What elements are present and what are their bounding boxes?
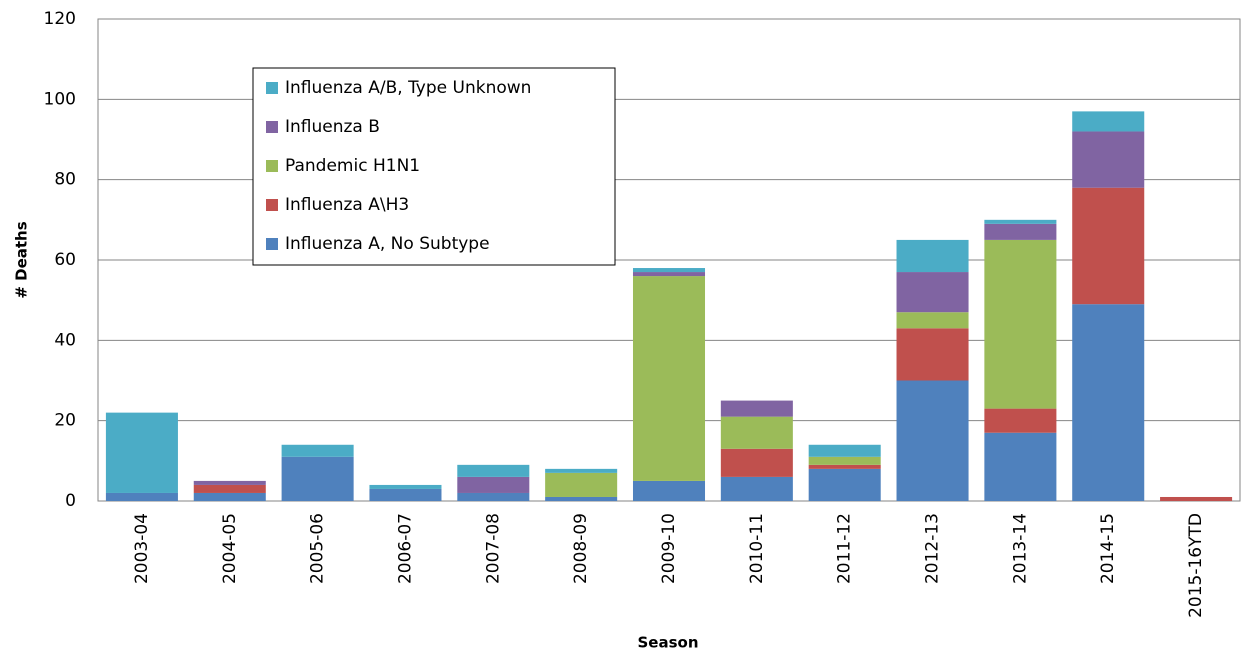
bar-segment <box>632 480 706 501</box>
bar-segment <box>720 400 793 417</box>
y-tick-label: 120 <box>44 9 76 29</box>
x-axis-title: Season <box>637 634 698 652</box>
bar-segment <box>720 448 793 477</box>
y-tick-label: 60 <box>54 250 76 270</box>
x-tick-label: 2014-15 <box>1098 513 1118 584</box>
y-tick-label: 20 <box>54 411 76 431</box>
bar-segment <box>545 468 618 473</box>
bar-segment <box>720 476 793 501</box>
x-tick-label: 2008-09 <box>571 513 591 584</box>
bar-segment <box>720 416 793 449</box>
bar-segment <box>281 456 354 501</box>
legend-label: Influenza A\H3 <box>285 195 409 215</box>
legend-swatch <box>266 199 278 211</box>
bar-segment <box>545 472 618 497</box>
bar-segment <box>1072 187 1145 305</box>
bar-segment <box>1072 304 1145 501</box>
bar-segment <box>984 432 1057 501</box>
x-tick-label: 2009-10 <box>659 513 679 584</box>
bar-segment <box>1072 131 1145 188</box>
bar-segment <box>984 408 1057 433</box>
bar-segment <box>457 464 530 477</box>
legend-swatch <box>266 121 278 133</box>
y-tick-label: 0 <box>65 491 76 511</box>
bar-segment <box>896 272 969 313</box>
x-tick-label: 2010-11 <box>747 513 767 584</box>
x-tick-label: 2012-13 <box>923 513 943 584</box>
bar-segment <box>193 480 266 485</box>
y-tick-label: 40 <box>54 330 76 350</box>
bar-segment <box>193 492 266 501</box>
bar-segment <box>369 488 442 501</box>
bar-segment <box>457 476 530 493</box>
x-tick-label: 2013-14 <box>1010 513 1030 584</box>
legend-label: Influenza A, No Subtype <box>285 234 490 254</box>
bar-segment <box>1160 496 1233 501</box>
bar-segment <box>808 464 881 469</box>
x-tick-label: 2007-08 <box>483 513 503 584</box>
bar-segment <box>369 484 442 489</box>
bar-segment <box>457 492 530 501</box>
x-tick-label: 2011-12 <box>835 513 855 584</box>
bar-segment <box>193 484 266 493</box>
bar-segment <box>896 312 969 329</box>
legend-box <box>252 67 616 266</box>
legend-swatch <box>266 160 278 172</box>
bar-segment <box>984 219 1057 224</box>
bar-segment <box>808 444 881 457</box>
legend-swatch <box>266 82 278 94</box>
bar-segment <box>545 496 618 501</box>
bar-segment <box>105 492 178 501</box>
bar-segment <box>632 268 706 273</box>
bar-segment <box>1072 111 1145 132</box>
y-tick-label: 80 <box>54 170 76 190</box>
legend-label: Influenza B <box>285 117 380 137</box>
x-tick-label: 2015-16YTD <box>1186 513 1206 618</box>
bar-segment <box>896 380 969 501</box>
bar-segment <box>896 239 969 273</box>
x-tick-label: 2003-04 <box>132 513 152 584</box>
legend-label: Influenza A/B, Type Unknown <box>285 78 531 98</box>
bar-segment <box>632 272 706 277</box>
y-axis-title: # Deaths <box>13 221 31 298</box>
bar-segment <box>984 223 1057 240</box>
bar-segment <box>984 239 1057 409</box>
bar-segment <box>105 412 178 493</box>
x-tick-label: 2006-07 <box>395 513 415 584</box>
x-tick-label: 2005-06 <box>308 513 328 584</box>
bar-segment <box>896 328 969 381</box>
x-tick-label: 2004-05 <box>220 513 240 584</box>
legend-label: Pandemic H1N1 <box>285 156 420 176</box>
legend-swatch <box>266 238 278 250</box>
bar-segment <box>281 444 354 457</box>
bar-segment <box>632 276 706 481</box>
y-tick-label: 100 <box>44 89 76 109</box>
bar-segment <box>808 468 881 501</box>
bar-segment <box>808 456 881 465</box>
